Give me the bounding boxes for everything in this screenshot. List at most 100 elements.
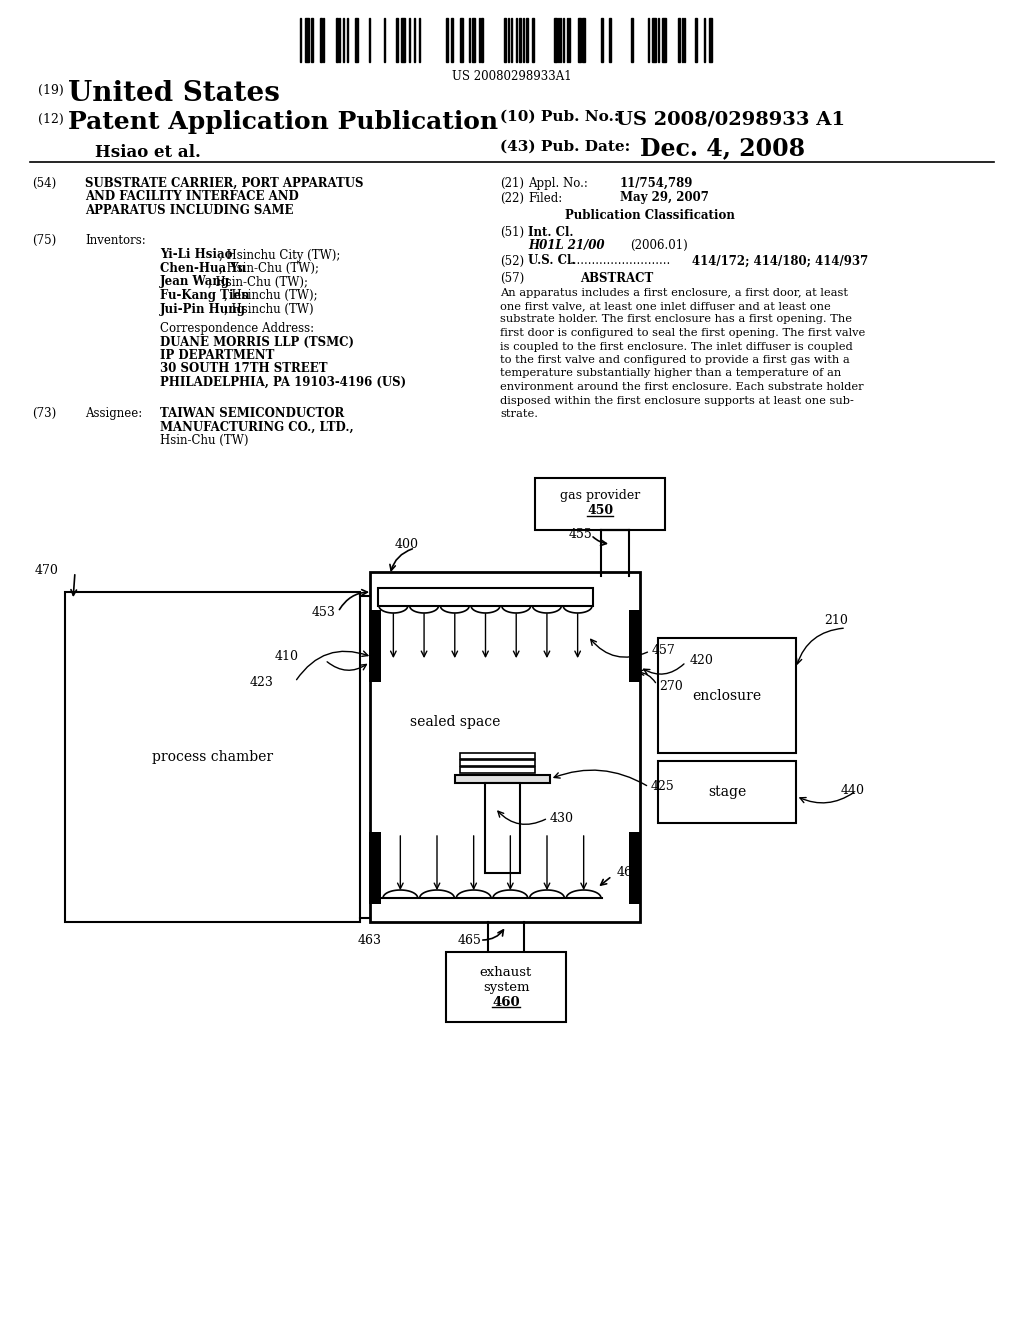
Bar: [662, 18, 666, 62]
Text: 465: 465: [458, 933, 482, 946]
Text: enclosure: enclosure: [692, 689, 762, 702]
Text: 460: 460: [493, 995, 520, 1008]
Text: 423: 423: [250, 676, 273, 689]
Text: stage: stage: [708, 785, 746, 799]
Bar: [65, 591, 360, 921]
Text: SUBSTRATE CARRIER, PORT APPARATUS: SUBSTRATE CARRIER, PORT APPARATUS: [85, 177, 364, 190]
Bar: [535, 478, 665, 531]
Bar: [658, 638, 796, 752]
Text: DUANE MORRIS LLP (TSMC): DUANE MORRIS LLP (TSMC): [160, 335, 354, 348]
Text: TAIWAN SEMICONDUCTOR: TAIWAN SEMICONDUCTOR: [160, 407, 344, 420]
Text: 414/172; 414/180; 414/937: 414/172; 414/180; 414/937: [692, 255, 868, 268]
Bar: [609, 18, 611, 62]
Bar: [631, 18, 633, 62]
Bar: [355, 18, 358, 62]
Text: 425: 425: [651, 780, 675, 793]
Text: substrate holder. The first enclosure has a first opening. The: substrate holder. The first enclosure ha…: [500, 314, 852, 325]
Bar: [369, 832, 381, 904]
Text: Hsin-Chu (TW): Hsin-Chu (TW): [160, 434, 249, 447]
Text: (51): (51): [500, 226, 524, 239]
Text: environment around the first enclosure. Each substrate holder: environment around the first enclosure. …: [500, 381, 863, 392]
Bar: [369, 610, 381, 682]
Text: AND FACILITY INTERFACE AND: AND FACILITY INTERFACE AND: [85, 190, 299, 203]
Text: ABSTRACT: ABSTRACT: [580, 272, 653, 285]
Bar: [481, 18, 483, 62]
Text: Int. Cl.: Int. Cl.: [528, 226, 573, 239]
Text: Assignee:: Assignee:: [85, 407, 142, 420]
Text: PHILADELPHIA, PA 19103-4196 (US): PHILADELPHIA, PA 19103-4196 (US): [160, 376, 407, 389]
Text: Inventors:: Inventors:: [85, 234, 145, 247]
Bar: [472, 18, 475, 62]
Text: 210: 210: [824, 614, 848, 627]
Bar: [578, 18, 581, 62]
Text: Chen-Hua Yu: Chen-Hua Yu: [160, 261, 246, 275]
Bar: [504, 18, 506, 62]
Text: sealed space: sealed space: [410, 715, 501, 729]
Text: (54): (54): [32, 177, 56, 190]
Text: MANUFACTURING CO., LTD.,: MANUFACTURING CO., LTD.,: [160, 421, 353, 433]
Bar: [305, 18, 309, 62]
Text: (75): (75): [32, 234, 56, 247]
Text: (2006.01): (2006.01): [630, 239, 688, 252]
Bar: [378, 587, 593, 606]
Text: (43) Pub. Date:: (43) Pub. Date:: [500, 140, 630, 154]
Text: system: system: [482, 981, 529, 994]
Text: APPARATUS INCLUDING SAME: APPARATUS INCLUDING SAME: [85, 205, 294, 216]
Bar: [532, 18, 534, 62]
Text: 430: 430: [550, 812, 574, 825]
Bar: [554, 18, 557, 62]
Bar: [658, 762, 796, 822]
Text: process chamber: process chamber: [152, 750, 273, 764]
Bar: [455, 775, 550, 783]
Bar: [601, 18, 603, 62]
Text: Dec. 4, 2008: Dec. 4, 2008: [640, 136, 805, 160]
Text: (22): (22): [500, 191, 524, 205]
Text: exhaust: exhaust: [480, 966, 532, 979]
Text: Jean Wang: Jean Wang: [160, 276, 230, 289]
Text: Filed:: Filed:: [528, 191, 562, 205]
Text: strate.: strate.: [500, 409, 538, 418]
Bar: [460, 18, 463, 62]
Bar: [451, 18, 453, 62]
Bar: [446, 952, 566, 1022]
Bar: [582, 18, 585, 62]
Text: (52): (52): [500, 255, 524, 268]
Bar: [485, 783, 520, 873]
Text: An apparatus includes a first enclosure, a first door, at least: An apparatus includes a first enclosure,…: [500, 288, 848, 297]
Bar: [460, 760, 535, 766]
Bar: [460, 752, 535, 759]
Text: 30 SOUTH 17TH STREET: 30 SOUTH 17TH STREET: [160, 363, 328, 375]
Bar: [370, 572, 640, 921]
Text: (73): (73): [32, 407, 56, 420]
Text: (10) Pub. No.:: (10) Pub. No.:: [500, 110, 620, 124]
Bar: [629, 610, 641, 682]
Text: , Hsinchu (TW);: , Hsinchu (TW);: [224, 289, 317, 302]
Bar: [401, 18, 406, 62]
Text: Jui-Pin Hung: Jui-Pin Hung: [160, 302, 246, 315]
Text: 400: 400: [395, 537, 419, 550]
Bar: [629, 832, 641, 904]
Text: 457: 457: [652, 644, 676, 657]
Text: disposed within the first enclosure supports at least one sub-: disposed within the first enclosure supp…: [500, 396, 854, 405]
Text: Hsiao et al.: Hsiao et al.: [95, 144, 201, 161]
Text: 450: 450: [587, 504, 613, 517]
Text: US 20080298933A1: US 20080298933A1: [453, 70, 571, 83]
Bar: [652, 18, 656, 62]
Text: 420: 420: [690, 653, 714, 667]
Text: , Hsin-Chu (TW);: , Hsin-Chu (TW);: [208, 276, 308, 289]
Bar: [319, 18, 322, 62]
Text: 455: 455: [569, 528, 593, 541]
Text: Fu-Kang Tien: Fu-Kang Tien: [160, 289, 250, 302]
Text: (19): (19): [38, 84, 63, 96]
Text: is coupled to the first enclosure. The inlet diffuser is coupled: is coupled to the first enclosure. The i…: [500, 342, 853, 351]
Text: first door is configured to seal the first opening. The first valve: first door is configured to seal the fir…: [500, 327, 865, 338]
Bar: [695, 18, 697, 62]
Text: 470: 470: [35, 564, 58, 577]
Bar: [460, 767, 535, 774]
Text: , Hsinchu (TW): , Hsinchu (TW): [224, 302, 313, 315]
Bar: [446, 18, 449, 62]
Bar: [396, 18, 398, 62]
Text: 453: 453: [312, 606, 336, 619]
Bar: [709, 18, 712, 62]
Text: May 29, 2007: May 29, 2007: [620, 191, 709, 205]
